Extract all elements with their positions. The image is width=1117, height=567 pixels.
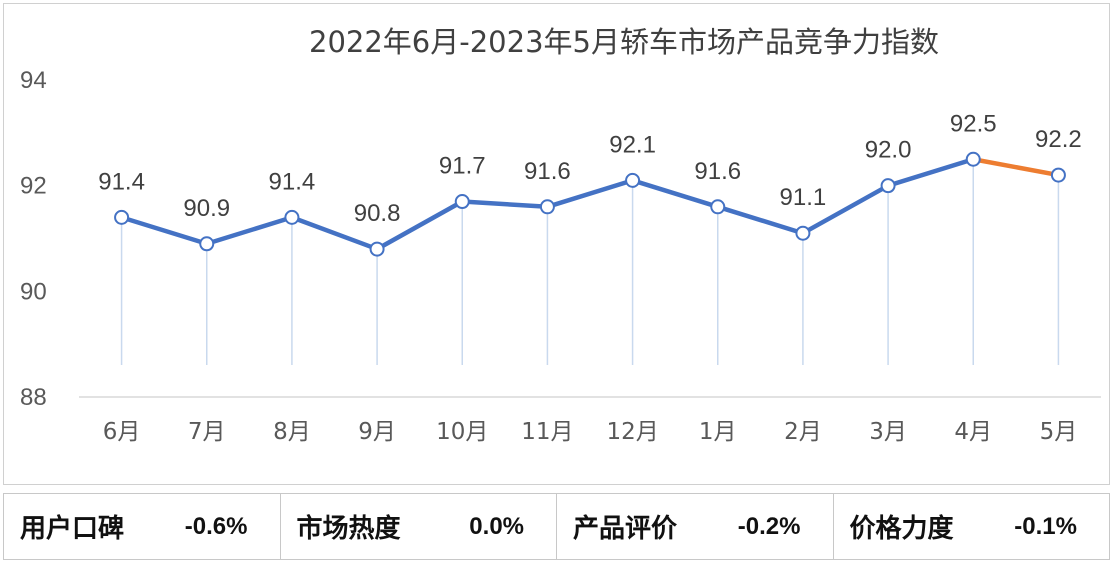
x-tick-label: 2月 [784,419,822,445]
data-point [880,178,896,194]
data-label: 91.4 [269,168,316,195]
data-point [1050,167,1066,183]
data-label: 91.6 [524,158,571,185]
data-point [710,199,726,215]
summary-market-heat: 市场热度 0.0% [281,494,557,559]
data-label: 92.1 [609,131,656,158]
x-tick-label: 8月 [273,419,311,445]
summary-value: 0.0% [469,512,524,540]
summary-value: -0.2% [737,512,801,540]
chart-title: 2022年6月-2023年5月轿车市场产品竞争力指数 [309,25,939,59]
data-label: 92.2 [1035,126,1082,153]
data-label: 91.6 [694,158,741,185]
summary-label: 价格力度 [849,514,954,544]
x-tick-label: 3月 [869,419,907,445]
summary-label: 产品评价 [573,514,678,544]
y-tick-label: 92 [20,173,47,200]
data-point [454,194,470,210]
y-tick-label: 94 [20,67,47,94]
x-tick-label: 4月 [954,419,992,445]
y-tick-label: 90 [20,278,47,305]
data-label: 91.4 [98,168,145,195]
data-label: 92.0 [865,137,912,164]
summary-bar: 用户口碑 -0.6% 市场热度 0.0% 产品评价 -0.2% 价格力度 -0.… [3,493,1110,560]
series-line-last-segment [971,157,1061,178]
chart-area: 2022年6月-2023年5月轿车市场产品竞争力指数 88 90 92 94 91.4… [3,3,1110,485]
data-point [625,172,641,188]
data-label: 91.7 [439,153,486,180]
summary-price-strength: 价格力度 -0.1% [834,494,1110,559]
summary-value: -0.1% [1014,512,1077,540]
summary-label: 用户口碑 [20,514,125,544]
summary-label: 市场热度 [296,514,401,544]
data-point [199,236,215,252]
data-point [795,225,811,241]
line-chart: 2022年6月-2023年5月轿车市场产品竞争力指数 88 90 92 94 91.4… [20,25,1101,445]
data-label: 90.9 [183,195,230,222]
x-tick-label: 6月 [103,419,141,445]
data-label: 91.1 [780,184,827,211]
x-tick-label: 12月 [606,419,658,445]
data-point [369,241,385,257]
data-label: 92.5 [950,110,997,137]
summary-value: -0.6% [184,512,248,540]
data-label: 90.8 [354,200,401,227]
data-point [965,151,981,167]
x-tick-label: 9月 [358,419,396,445]
data-point [284,209,300,225]
data-point [539,199,555,215]
x-tick-label: 5月 [1040,419,1078,445]
summary-product-rating: 产品评价 -0.2% [557,494,834,559]
summary-user-reputation: 用户口碑 -0.6% [4,494,281,559]
y-tick-label: 88 [20,384,47,411]
data-point [114,209,130,225]
x-tick-label: 1月 [699,419,737,445]
x-tick-label: 11月 [521,419,573,445]
x-tick-label: 10月 [436,419,488,445]
x-tick-label: 7月 [188,419,226,445]
